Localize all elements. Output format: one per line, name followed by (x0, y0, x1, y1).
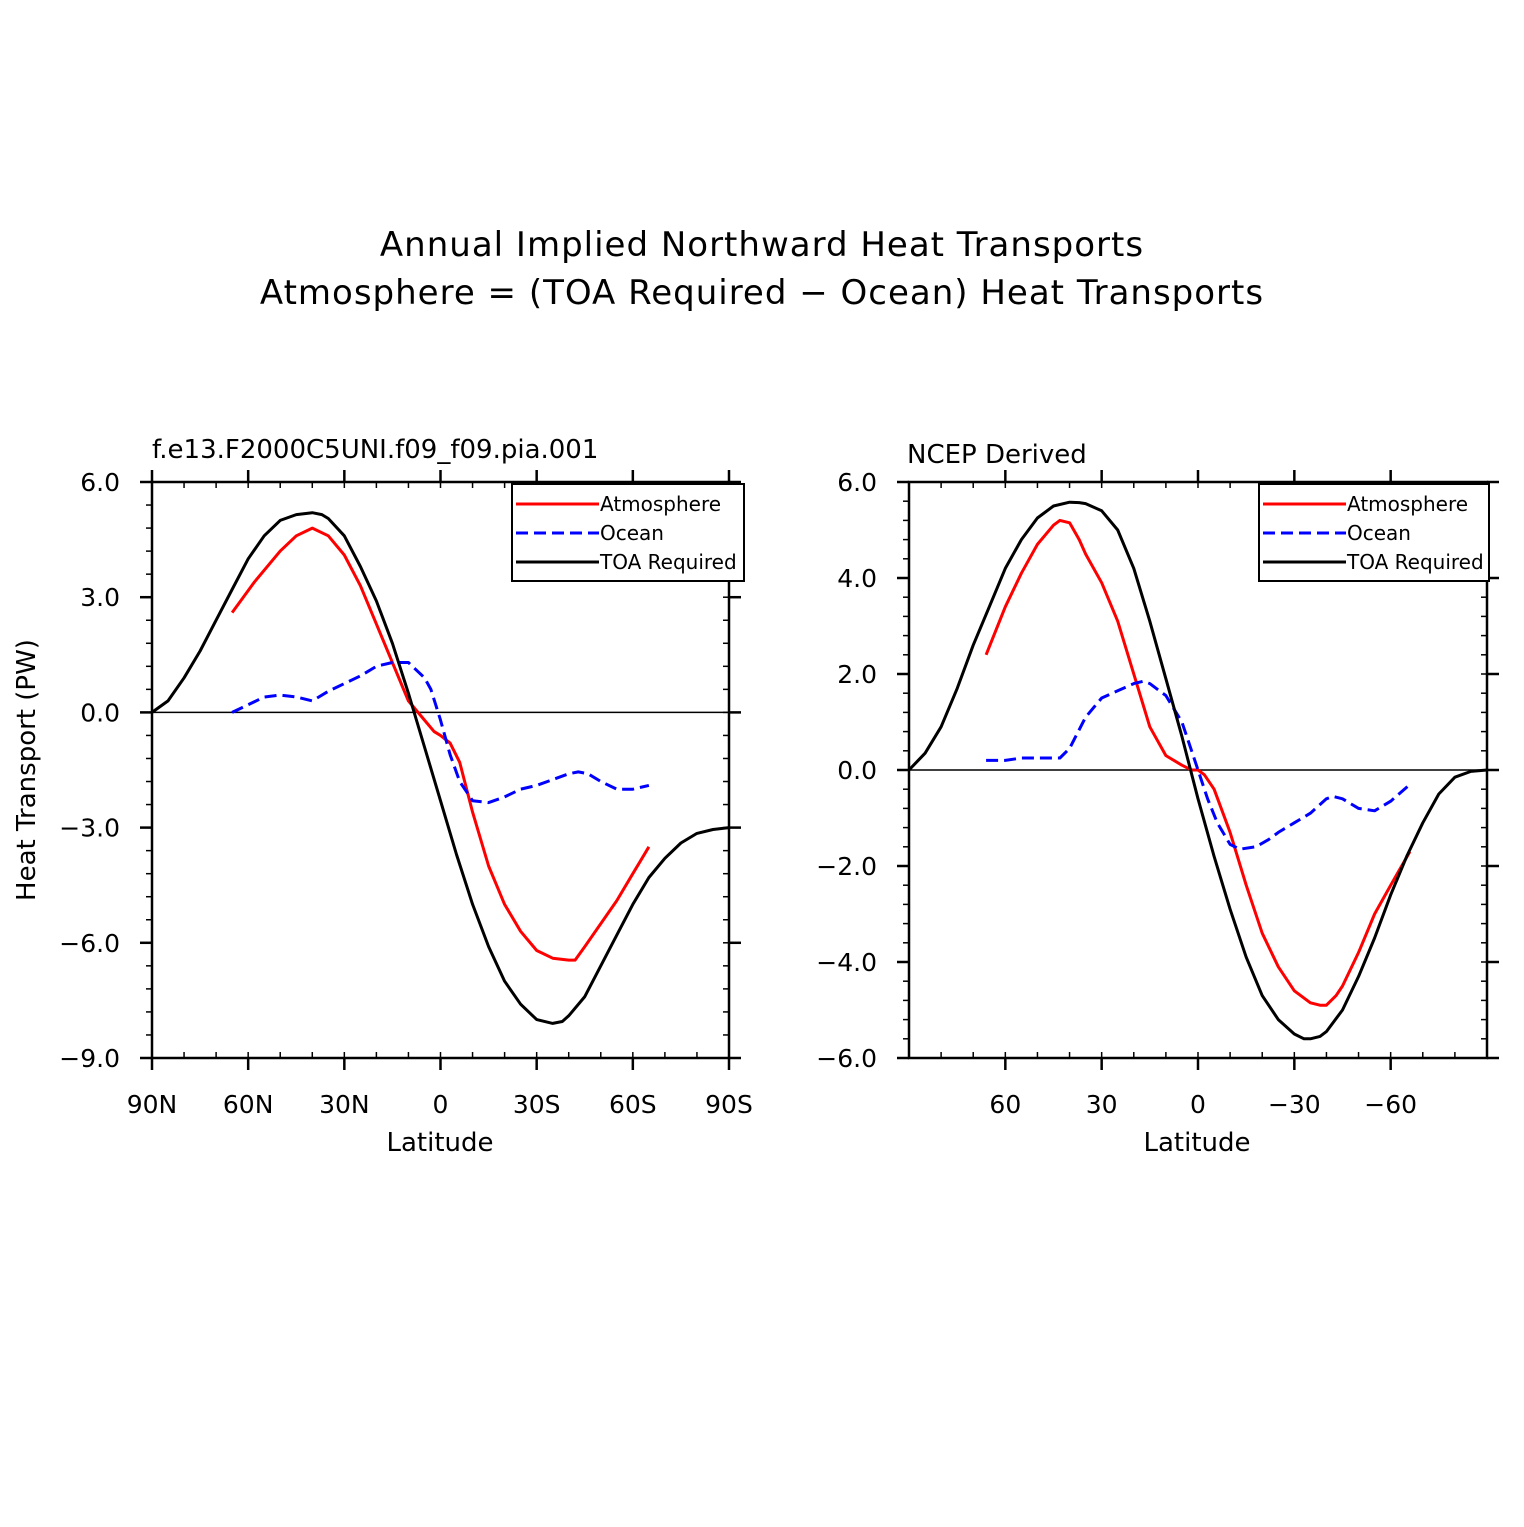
ncep-x-axis-label: Latitude (1143, 1128, 1250, 1158)
model-y-tick-label: −3.0 (59, 814, 120, 843)
model-y-axis-label: Heat Transport (PW) (12, 639, 42, 901)
model-y-tick-label: 3.0 (80, 583, 120, 612)
ncep-legend-label: TOA Required (1346, 550, 1484, 574)
model-legend-label: TOA Required (599, 550, 737, 574)
model-panel: f.e13.F2000C5UNI.f09_f09.pia.001 Latitud… (12, 435, 753, 1158)
model-legend-label: Atmosphere (600, 492, 721, 516)
model-y-tick-label: 0.0 (80, 698, 120, 727)
model-series-atmosphere (230, 526, 651, 962)
model-x-tick-label: 30N (319, 1090, 370, 1119)
ncep-x-tick-label: 30 (1086, 1090, 1118, 1119)
model-legend: Atmosphere Ocean TOA Required (511, 483, 745, 582)
model-y-tick-label: −6.0 (59, 929, 120, 958)
figure-title-line1: Annual Implied Northward Heat Transports (380, 225, 1144, 265)
model-x-tick-label: 90S (705, 1090, 753, 1119)
ncep-y-tick-label: −2.0 (816, 852, 877, 881)
model-y-tick-label: 6.0 (80, 468, 120, 497)
ncep-legend-box (1258, 483, 1490, 582)
model-x-tick-label: 60N (223, 1090, 274, 1119)
ncep-x-tick-label: −60 (1364, 1090, 1417, 1119)
ncep-y-tick-label: 0.0 (837, 756, 877, 785)
ncep-legend-label: Atmosphere (1347, 492, 1468, 516)
model-x-axis-label: Latitude (386, 1128, 493, 1158)
model-panel-title: f.e13.F2000C5UNI.f09_f09.pia.001 (152, 435, 598, 465)
ncep-series-ocean (986, 679, 1411, 851)
ncep-y-tick-label: 6.0 (837, 468, 877, 497)
ncep-panel-title: NCEP Derived (907, 440, 1087, 470)
ncep-legend: Atmosphere Ocean TOA Required (1258, 483, 1490, 582)
ncep-y-tick-label: −4.0 (816, 948, 877, 977)
ncep-y-tick-label: 4.0 (837, 564, 877, 593)
model-y-tick-label: −9.0 (59, 1044, 120, 1073)
model-x-tick-label: 90N (127, 1090, 178, 1119)
model-series-toa-required (151, 511, 730, 1025)
model-x-tick-label: 30S (513, 1090, 561, 1119)
ncep-y-tick-label: 2.0 (837, 660, 877, 689)
ncep-legend-label: Ocean (1347, 521, 1411, 545)
ncep-panel: NCEP Derived Latitude 6.0 4.0 2.0 0.0 −2.0 −4… (816, 440, 1499, 1158)
ncep-y-tick-label: −6.0 (816, 1044, 877, 1073)
ncep-x-tick-label: 0 (1190, 1090, 1206, 1119)
model-x-tick-label: 0 (433, 1090, 449, 1119)
ncep-series-toa-required (907, 500, 1488, 1041)
ncep-series-atmosphere (984, 518, 1412, 1007)
ncep-x-tick-label: 60 (989, 1090, 1021, 1119)
model-x-tick-label: 60S (609, 1090, 657, 1119)
model-legend-box (511, 483, 745, 582)
ncep-x-tick-label: −30 (1268, 1090, 1321, 1119)
model-series-ocean (231, 661, 650, 805)
model-legend-label: Ocean (600, 521, 664, 545)
figure-title-line2: Atmosphere = (TOA Required − Ocean) Heat… (260, 273, 1264, 313)
